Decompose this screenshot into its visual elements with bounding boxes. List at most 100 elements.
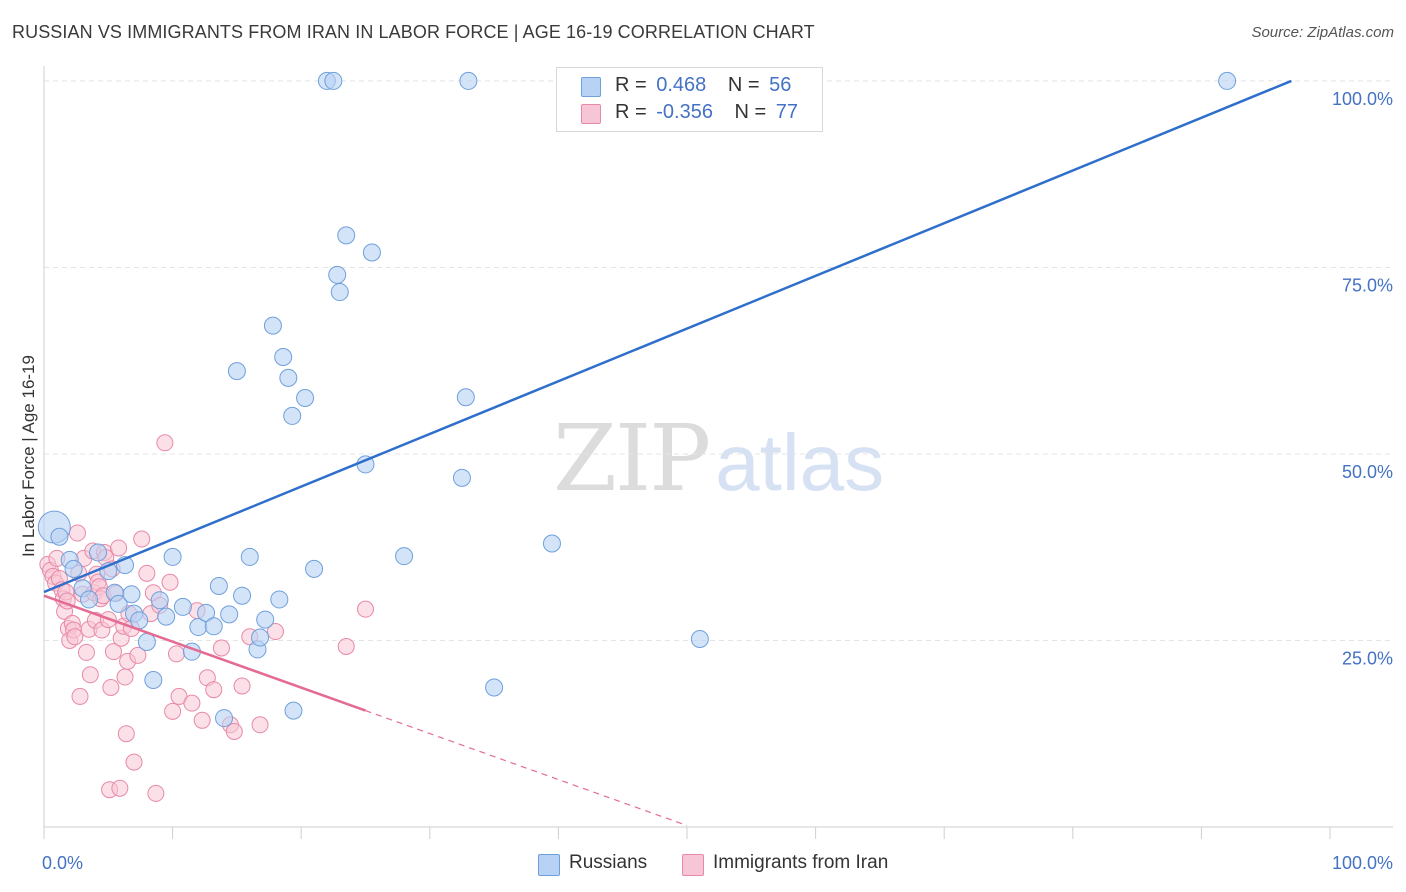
iran-point — [337, 637, 355, 655]
russian-point — [305, 559, 324, 578]
russian-point — [137, 632, 156, 651]
iran-point — [205, 681, 223, 699]
iran-point — [193, 711, 211, 729]
russian-point — [279, 368, 298, 387]
russian-point — [227, 362, 246, 381]
bottom-russians-swatch — [538, 854, 560, 876]
russian-point — [157, 607, 176, 626]
correlation-legend: R = 0.468 N = 56 R = -0.356 N = 77 — [556, 67, 823, 132]
iran-point — [167, 645, 185, 663]
russian-point — [204, 617, 223, 636]
legend-iran-n-label: N = — [734, 101, 767, 123]
trend-lines — [43, 79, 1292, 827]
iran-point — [117, 725, 135, 743]
russian-point — [263, 316, 282, 335]
axes — [43, 66, 1393, 839]
watermark-zip: ZIP — [553, 405, 711, 512]
legend-iran-r-value: -0.356 — [656, 101, 713, 123]
russian-point — [150, 591, 169, 610]
y-tick-label: 25.0% — [1342, 648, 1393, 668]
russian-point — [220, 605, 239, 624]
iran-point — [147, 784, 165, 802]
iran-trend-line — [43, 594, 366, 712]
iran-point — [225, 723, 243, 741]
russian-point — [1218, 71, 1237, 90]
russian-point — [274, 347, 293, 366]
iran-point — [81, 666, 99, 684]
russian-point — [109, 594, 128, 613]
iran-point — [138, 564, 156, 582]
russian-point — [395, 547, 414, 566]
y-tick-label: 100.0% — [1332, 89, 1393, 109]
russian-point — [122, 585, 141, 604]
russian-point — [283, 406, 302, 425]
russian-point — [80, 590, 99, 609]
bottom-russians-label: Russians — [569, 852, 648, 873]
source-label: Source: ZipAtlas.com — [1251, 24, 1394, 41]
legend-russians-r-value: 0.468 — [656, 74, 707, 96]
x-tick-label-min: 0.0% — [42, 853, 83, 873]
legend-iran-n-value: 77 — [775, 101, 799, 123]
russian-point — [324, 71, 343, 90]
watermark-atlas: atlas — [715, 418, 885, 507]
iran-point — [266, 623, 284, 641]
russian-point — [233, 586, 252, 605]
russian-point — [485, 678, 504, 697]
tick-labels: 25.0% 50.0% 75.0% 100.0% 0.0% 100.0% — [42, 89, 1393, 873]
russian-point — [459, 71, 478, 90]
watermark: ZIPatlas — [553, 405, 884, 512]
russian-point — [240, 547, 259, 566]
iran-point — [66, 628, 84, 646]
russian-point — [64, 559, 83, 578]
russian-point — [690, 629, 709, 648]
x-tick-label-max: 100.0% — [1332, 853, 1393, 873]
russian-point — [452, 468, 471, 487]
russian-point — [251, 628, 270, 647]
iran-point — [102, 678, 120, 696]
russian-point — [296, 389, 315, 408]
iran-point — [125, 753, 143, 771]
russian-point — [337, 226, 356, 245]
iran-point — [68, 524, 86, 542]
legend-iran-r-label: R = — [615, 101, 647, 123]
russian-point — [163, 547, 182, 566]
russian-point — [144, 671, 163, 690]
russian-point — [215, 709, 234, 728]
russian-point — [330, 283, 349, 302]
iran-point — [111, 779, 129, 797]
iran-point — [164, 702, 182, 720]
russian-point — [362, 243, 381, 262]
russian-point — [256, 610, 275, 629]
iran-point — [77, 643, 95, 661]
iran-point — [251, 716, 269, 734]
russian-point — [209, 577, 228, 596]
iran-point — [71, 687, 89, 705]
russian-point — [542, 534, 561, 553]
y-tick-label: 50.0% — [1342, 462, 1393, 482]
iran-point — [357, 600, 374, 618]
iran-point — [133, 530, 151, 548]
legend-russians-r-label: R = — [615, 74, 647, 96]
iran-point — [116, 668, 134, 686]
iran-point — [233, 677, 251, 695]
russian-point — [197, 603, 216, 622]
iran-point — [183, 694, 201, 712]
y-axis-label: In Labor Force | Age 16-19 — [19, 355, 38, 557]
iran-point — [161, 573, 179, 591]
iran-trend-extension — [365, 710, 688, 827]
chart-title: RUSSIAN VS IMMIGRANTS FROM IRAN IN LABOR… — [12, 22, 815, 42]
russian-point — [89, 543, 108, 562]
legend-russians-n-value: 56 — [769, 74, 792, 96]
russians-swatch — [581, 77, 601, 97]
bottom-iran-label: Immigrants from Iran — [713, 852, 889, 873]
russian-point — [456, 388, 475, 407]
iran-point — [156, 434, 174, 452]
iran-point — [104, 643, 122, 661]
y-tick-label: 75.0% — [1342, 275, 1393, 295]
russian-point — [270, 590, 289, 609]
russian-points — [37, 71, 1237, 728]
russian-point — [173, 597, 192, 616]
iran-point — [212, 639, 230, 657]
russian-point — [50, 527, 69, 546]
